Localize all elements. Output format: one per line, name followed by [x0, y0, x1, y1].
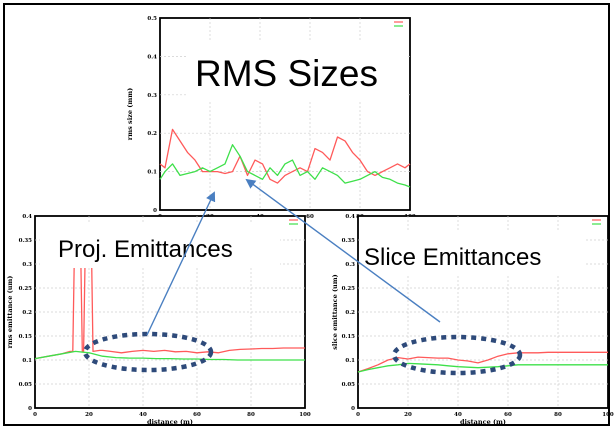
proj-ytick-label: 0.1 — [22, 358, 32, 364]
proj-ytick-label: 0.4 — [22, 214, 32, 220]
proj-ytick-label: 0.35 — [19, 238, 33, 244]
slice-ytick-label: 0 — [351, 406, 355, 412]
rms-xtick-label: 60 — [306, 214, 314, 220]
slice-y-axis-label: slice emittance (um) — [331, 274, 339, 350]
slice-xtick-label: 20 — [404, 412, 412, 418]
rms-ytick-label: 0 — [153, 208, 157, 214]
slice-ytick-label: 0.15 — [342, 334, 356, 340]
slice-ytick-label: 0.25 — [342, 286, 356, 292]
slice-ytick-label: 0.2 — [345, 310, 355, 316]
proj-xtick-label: 60 — [193, 412, 201, 418]
rms-series-1-line — [159, 128, 411, 184]
proj-xtick-label: 100 — [299, 412, 311, 418]
proj-ytick-label: 0.05 — [19, 382, 33, 388]
proj-title-backdrop — [40, 222, 280, 268]
proj-ytick-label: 0.25 — [19, 286, 33, 292]
proj-xtick-label: 80 — [247, 412, 255, 418]
proj-ytick-label: 0.2 — [22, 310, 32, 316]
proj-to-rms-arrow — [146, 191, 216, 336]
proj-emittances-title: Proj. Emittances — [58, 236, 233, 263]
proj-xtick-label: 20 — [85, 412, 93, 418]
slice-ytick-label: 0.35 — [342, 238, 356, 244]
slice-x-axis-label: distance (m) — [460, 418, 506, 426]
annotations: RMS Sizes Proj. Emittances Slice Emittance… — [40, 40, 584, 376]
slice-highlight-ellipse — [391, 334, 523, 376]
rms-ytick-label: 0.4 — [147, 54, 157, 60]
proj-ytick-label: 0.15 — [19, 334, 33, 340]
rms-title-backdrop — [188, 40, 406, 102]
slice-to-rms-arrow — [245, 178, 441, 323]
rms-ytick-label: 0.5 — [147, 16, 157, 22]
slice-title-backdrop — [362, 230, 584, 276]
rms-sizes-title: RMS Sizes — [195, 53, 378, 94]
slide-border — [3, 3, 610, 426]
slice-xtick-label: 0 — [356, 412, 360, 418]
proj-series-2-line — [34, 350, 305, 361]
proj-y-axis-label: rms emittance (um) — [6, 276, 14, 349]
slice-series-2-line — [357, 362, 608, 373]
slice-series-1-line — [357, 351, 608, 373]
proj-ytick-label: 0 — [28, 406, 32, 412]
rms-series-2-line — [159, 144, 411, 188]
proj-xtick-label: 0 — [33, 412, 37, 418]
rms-y-axis-label: rms size (mm) — [126, 88, 134, 140]
rms-ytick-label: 0.1 — [147, 170, 157, 176]
proj-xtick-label: 40 — [139, 412, 147, 418]
proj-x-axis-label: distance (m) — [147, 418, 193, 426]
slice-emittances-title: Slice Emittances — [364, 244, 541, 271]
rms-ytick-label: 0.3 — [147, 93, 157, 99]
rms-ytick-label: 0.2 — [147, 131, 157, 137]
slice-ytick-label: 0.1 — [345, 358, 355, 364]
slice-xtick-label: 80 — [554, 412, 562, 418]
slice-xtick-label: 40 — [454, 412, 462, 418]
slice-xtick-label: 60 — [504, 412, 512, 418]
proj-ytick-label: 0.3 — [22, 262, 32, 268]
slice-ytick-label: 0.3 — [345, 262, 355, 268]
slice-ytick-label: 0.4 — [345, 214, 355, 220]
proj-highlight-ellipse — [82, 331, 214, 373]
slice-ytick-label: 0.05 — [342, 382, 356, 388]
slice-xtick-label: 100 — [602, 412, 614, 418]
